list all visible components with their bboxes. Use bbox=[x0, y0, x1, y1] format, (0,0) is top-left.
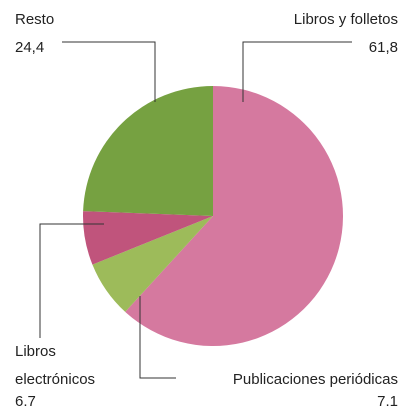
value-label: 6.7 bbox=[15, 393, 36, 410]
value-label: 61,8 bbox=[368, 39, 398, 56]
leader-line bbox=[39, 223, 104, 338]
slice-label: Libros electrónicos bbox=[15, 343, 96, 388]
pie-slice bbox=[83, 211, 213, 265]
value-label: 7.1 bbox=[377, 393, 398, 410]
pie-slice bbox=[83, 86, 213, 216]
slice-label: Libros y folletos bbox=[293, 11, 398, 28]
slice-label: Resto bbox=[15, 11, 55, 28]
pie-slice bbox=[125, 86, 344, 347]
slice-label: Publicaciones periódicas bbox=[232, 371, 398, 388]
leader-line bbox=[139, 296, 176, 379]
pie-slice bbox=[92, 216, 213, 312]
leader-line bbox=[62, 41, 156, 102]
leader-line bbox=[242, 41, 352, 102]
value-label: 24,4 bbox=[15, 39, 45, 56]
